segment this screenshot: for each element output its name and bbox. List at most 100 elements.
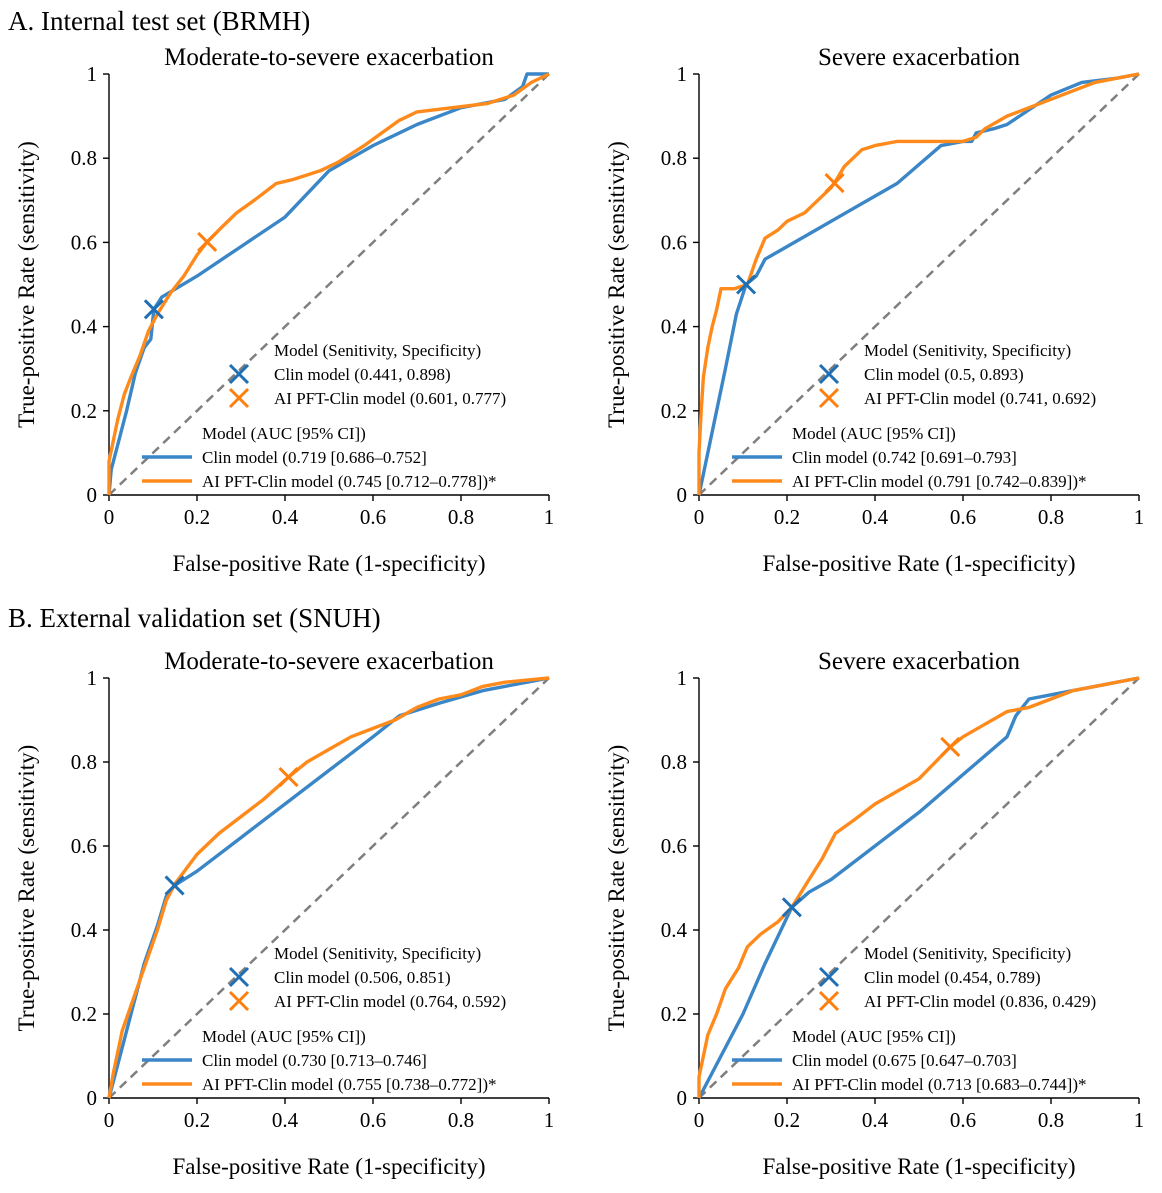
marker-legend-label: Clin model (0.5, 0.893)	[864, 365, 1024, 384]
line-legend-label: AI PFT-Clin model (0.713 [0.683–0.744])*	[792, 1075, 1087, 1094]
marker-legend-title: Model (Senitivity, Specificity)	[864, 944, 1071, 963]
y-tick-label: 0.4	[661, 918, 688, 942]
y-tick-label: 0.6	[661, 230, 687, 254]
y-axis-label: True-positive Rate (sensitivity)	[604, 141, 629, 428]
y-tick-label: 1	[87, 62, 98, 86]
operating-point-ai-stroke-2	[278, 767, 299, 788]
y-tick-label: 0.4	[71, 918, 98, 942]
x-tick-label: 0.4	[272, 1108, 299, 1132]
y-tick-label: 0.6	[661, 834, 687, 858]
line-legend-label: AI PFT-Clin model (0.791 [0.742–0.839])*	[792, 472, 1087, 491]
legend-marker-ai-stroke-2	[818, 387, 840, 409]
operating-point-clin	[781, 897, 802, 918]
x-axis-label: False-positive Rate (1-specificity)	[173, 551, 486, 576]
y-axis-label: True-positive Rate (sensitivity)	[14, 141, 39, 428]
operating-point-ai	[197, 231, 218, 253]
line-legend-label: Clin model (0.730 [0.713–0.746]	[202, 1051, 427, 1070]
x-tick-label: 0.2	[774, 505, 800, 529]
line-legend-label: AI PFT-Clin model (0.755 [0.738–0.772])*	[202, 1075, 497, 1094]
y-tick-label: 0	[87, 483, 98, 507]
roc-curve-ai	[107, 676, 550, 1099]
x-tick-label: 0.8	[448, 505, 474, 529]
operating-point-clin	[143, 299, 164, 320]
y-tick-label: 0.8	[71, 750, 97, 774]
x-axis-label: False-positive Rate (1-specificity)	[763, 551, 1076, 576]
chance-diagonal	[108, 677, 550, 1099]
x-tick-label: 0.4	[862, 505, 889, 529]
plots-container: Moderate-to-severe exacerbation 0 0.2 0.4 0.…	[14, 44, 1144, 1179]
x-axis-label: False-positive Rate (1-specificity)	[173, 1154, 486, 1179]
y-tick-label: 0.8	[71, 146, 97, 170]
line-legend-label: Clin model (0.742 [0.691–0.793]	[792, 448, 1017, 467]
legend-marker-clin-stroke-2	[818, 966, 840, 988]
legend-marker-ai	[818, 387, 840, 409]
chance-diagonal	[108, 73, 550, 496]
marker-legend-label: Clin model (0.441, 0.898)	[274, 365, 451, 384]
y-tick-label: 0.2	[661, 399, 687, 423]
operating-point-clin	[164, 875, 185, 896]
y-tick-label: 0.6	[71, 834, 97, 858]
x-tick-label: 0.8	[1038, 1108, 1064, 1132]
section-title-b: B. External validation set (SNUH)	[8, 603, 381, 633]
y-tick-label: 0.2	[661, 1002, 687, 1026]
panel-2: Severe exacerbation 0 0.2 0.4 0.6 0.8 1 0 0.2 0.4…	[604, 44, 1144, 576]
x-tick-label: 0.6	[360, 1108, 386, 1132]
operating-point-clin	[736, 274, 757, 295]
section-title-a: A. Internal test set (BRMH)	[8, 6, 310, 36]
line-legend-title: Model (AUC [95% CI])	[792, 424, 956, 443]
y-tick-label: 0.2	[71, 1002, 97, 1026]
x-tick-label: 1	[1134, 1108, 1145, 1132]
legend-marker-clin	[228, 966, 250, 988]
legend-marker-ai-stroke-2	[228, 387, 250, 409]
marker-legend-title: Model (Senitivity, Specificity)	[274, 944, 481, 963]
y-tick-label: 0.8	[661, 146, 687, 170]
x-tick-label: 0.2	[184, 1108, 210, 1132]
legend-marker-clin-stroke-2	[228, 363, 250, 385]
line-legend-label: Clin model (0.675 [0.647–0.703]	[792, 1051, 1017, 1070]
marker-legend-label: AI PFT-Clin model (0.601, 0.777)	[274, 389, 506, 408]
x-tick-label: 0.4	[272, 505, 299, 529]
roc-curve-ai	[697, 676, 1140, 1098]
legend-marker-clin	[818, 966, 840, 988]
x-tick-label: 0.6	[950, 1108, 976, 1132]
marker-legend-label: AI PFT-Clin model (0.741, 0.692)	[864, 389, 1096, 408]
y-tick-label: 0	[87, 1086, 98, 1110]
y-tick-label: 1	[87, 666, 98, 690]
operating-point-clin-stroke-2	[143, 299, 164, 320]
x-tick-label: 0	[104, 505, 115, 529]
line-legend-title: Model (AUC [95% CI])	[202, 1027, 366, 1046]
y-tick-label: 0.6	[71, 230, 97, 254]
x-axis-label: False-positive Rate (1-specificity)	[763, 1154, 1076, 1179]
line-legend-label: AI PFT-Clin model (0.745 [0.712–0.778])*	[202, 472, 497, 491]
panel-4: Severe exacerbation 0 0.2 0.4 0.6 0.8 1 0 0.2 0.4…	[604, 648, 1144, 1179]
legend-marker-ai-stroke-2	[818, 990, 840, 1012]
y-tick-label: 0.4	[661, 315, 688, 339]
panel-1: Moderate-to-severe exacerbation 0 0.2 0.4 0.…	[14, 44, 554, 576]
x-tick-label: 0.6	[950, 505, 976, 529]
roc-curve-ai	[697, 72, 1140, 495]
legend-marker-ai	[228, 990, 250, 1012]
panel-3: Moderate-to-severe exacerbation 0 0.2 0.4 0.…	[14, 648, 554, 1179]
operating-point-ai-stroke-2	[197, 231, 218, 253]
marker-legend-label: AI PFT-Clin model (0.764, 0.592)	[274, 992, 506, 1011]
panel-title: Moderate-to-severe exacerbation	[164, 648, 494, 675]
y-axis-label: True-positive Rate (sensitivity)	[14, 745, 39, 1032]
panel-title: Severe exacerbation	[818, 44, 1020, 71]
legend-marker-clin	[228, 363, 250, 385]
line-legend-title: Model (AUC [95% CI])	[202, 424, 366, 443]
x-tick-label: 0.8	[448, 1108, 474, 1132]
x-tick-label: 0	[104, 1108, 115, 1132]
x-tick-label: 0.8	[1038, 505, 1064, 529]
x-tick-label: 1	[544, 1108, 555, 1132]
panel-title: Moderate-to-severe exacerbation	[164, 44, 494, 71]
x-tick-label: 0.4	[862, 1108, 889, 1132]
roc-curve-clin	[697, 72, 1140, 496]
operating-point-clin-stroke-2	[736, 274, 757, 295]
operating-point-ai-stroke-2	[824, 172, 845, 194]
legend-marker-clin-stroke-2	[818, 363, 840, 385]
x-tick-label: 0.6	[360, 505, 386, 529]
legend-marker-ai	[818, 990, 840, 1012]
legend-marker-ai-stroke-2	[228, 990, 250, 1012]
operating-point-ai	[940, 736, 961, 757]
legend-marker-ai	[228, 387, 250, 409]
